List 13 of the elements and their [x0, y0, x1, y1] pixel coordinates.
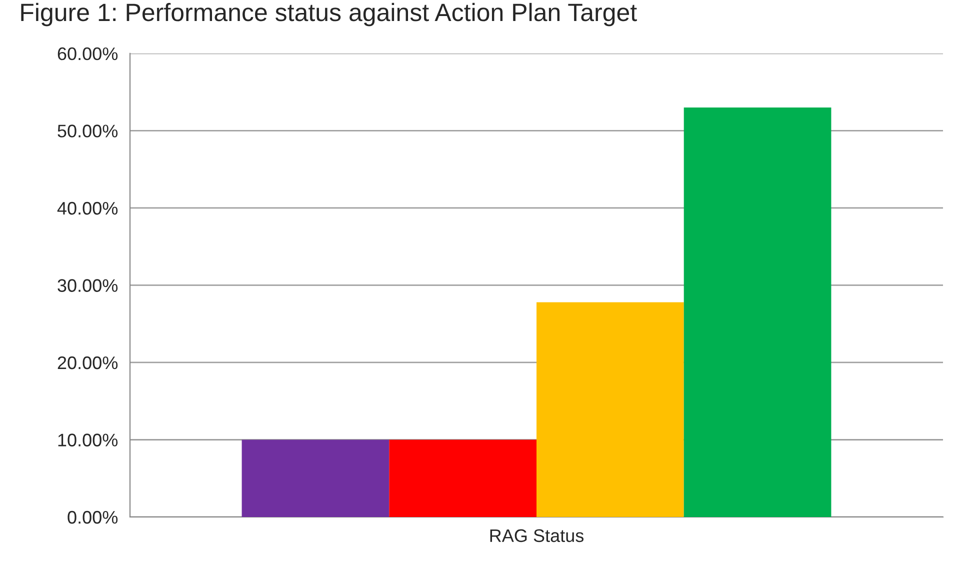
y-tick-label: 20.00% — [58, 356, 118, 370]
chart-title: Figure 1: Performance status against Action Plan Target — [21, 2, 637, 26]
y-tick-label: 30.00% — [58, 279, 118, 292]
x-tick-label: RAG Status — [490, 529, 584, 542]
bar — [536, 302, 684, 517]
y-tick-label: 10.00% — [58, 434, 118, 446]
bar — [389, 440, 536, 517]
y-tick-label: 50.00% — [58, 124, 118, 138]
bar — [242, 440, 390, 517]
y-tick-label: 40.00% — [57, 202, 118, 215]
bar — [684, 108, 832, 517]
y-tick-label: 60.00% — [58, 47, 118, 60]
y-tick-label: 0.00% — [68, 510, 118, 524]
